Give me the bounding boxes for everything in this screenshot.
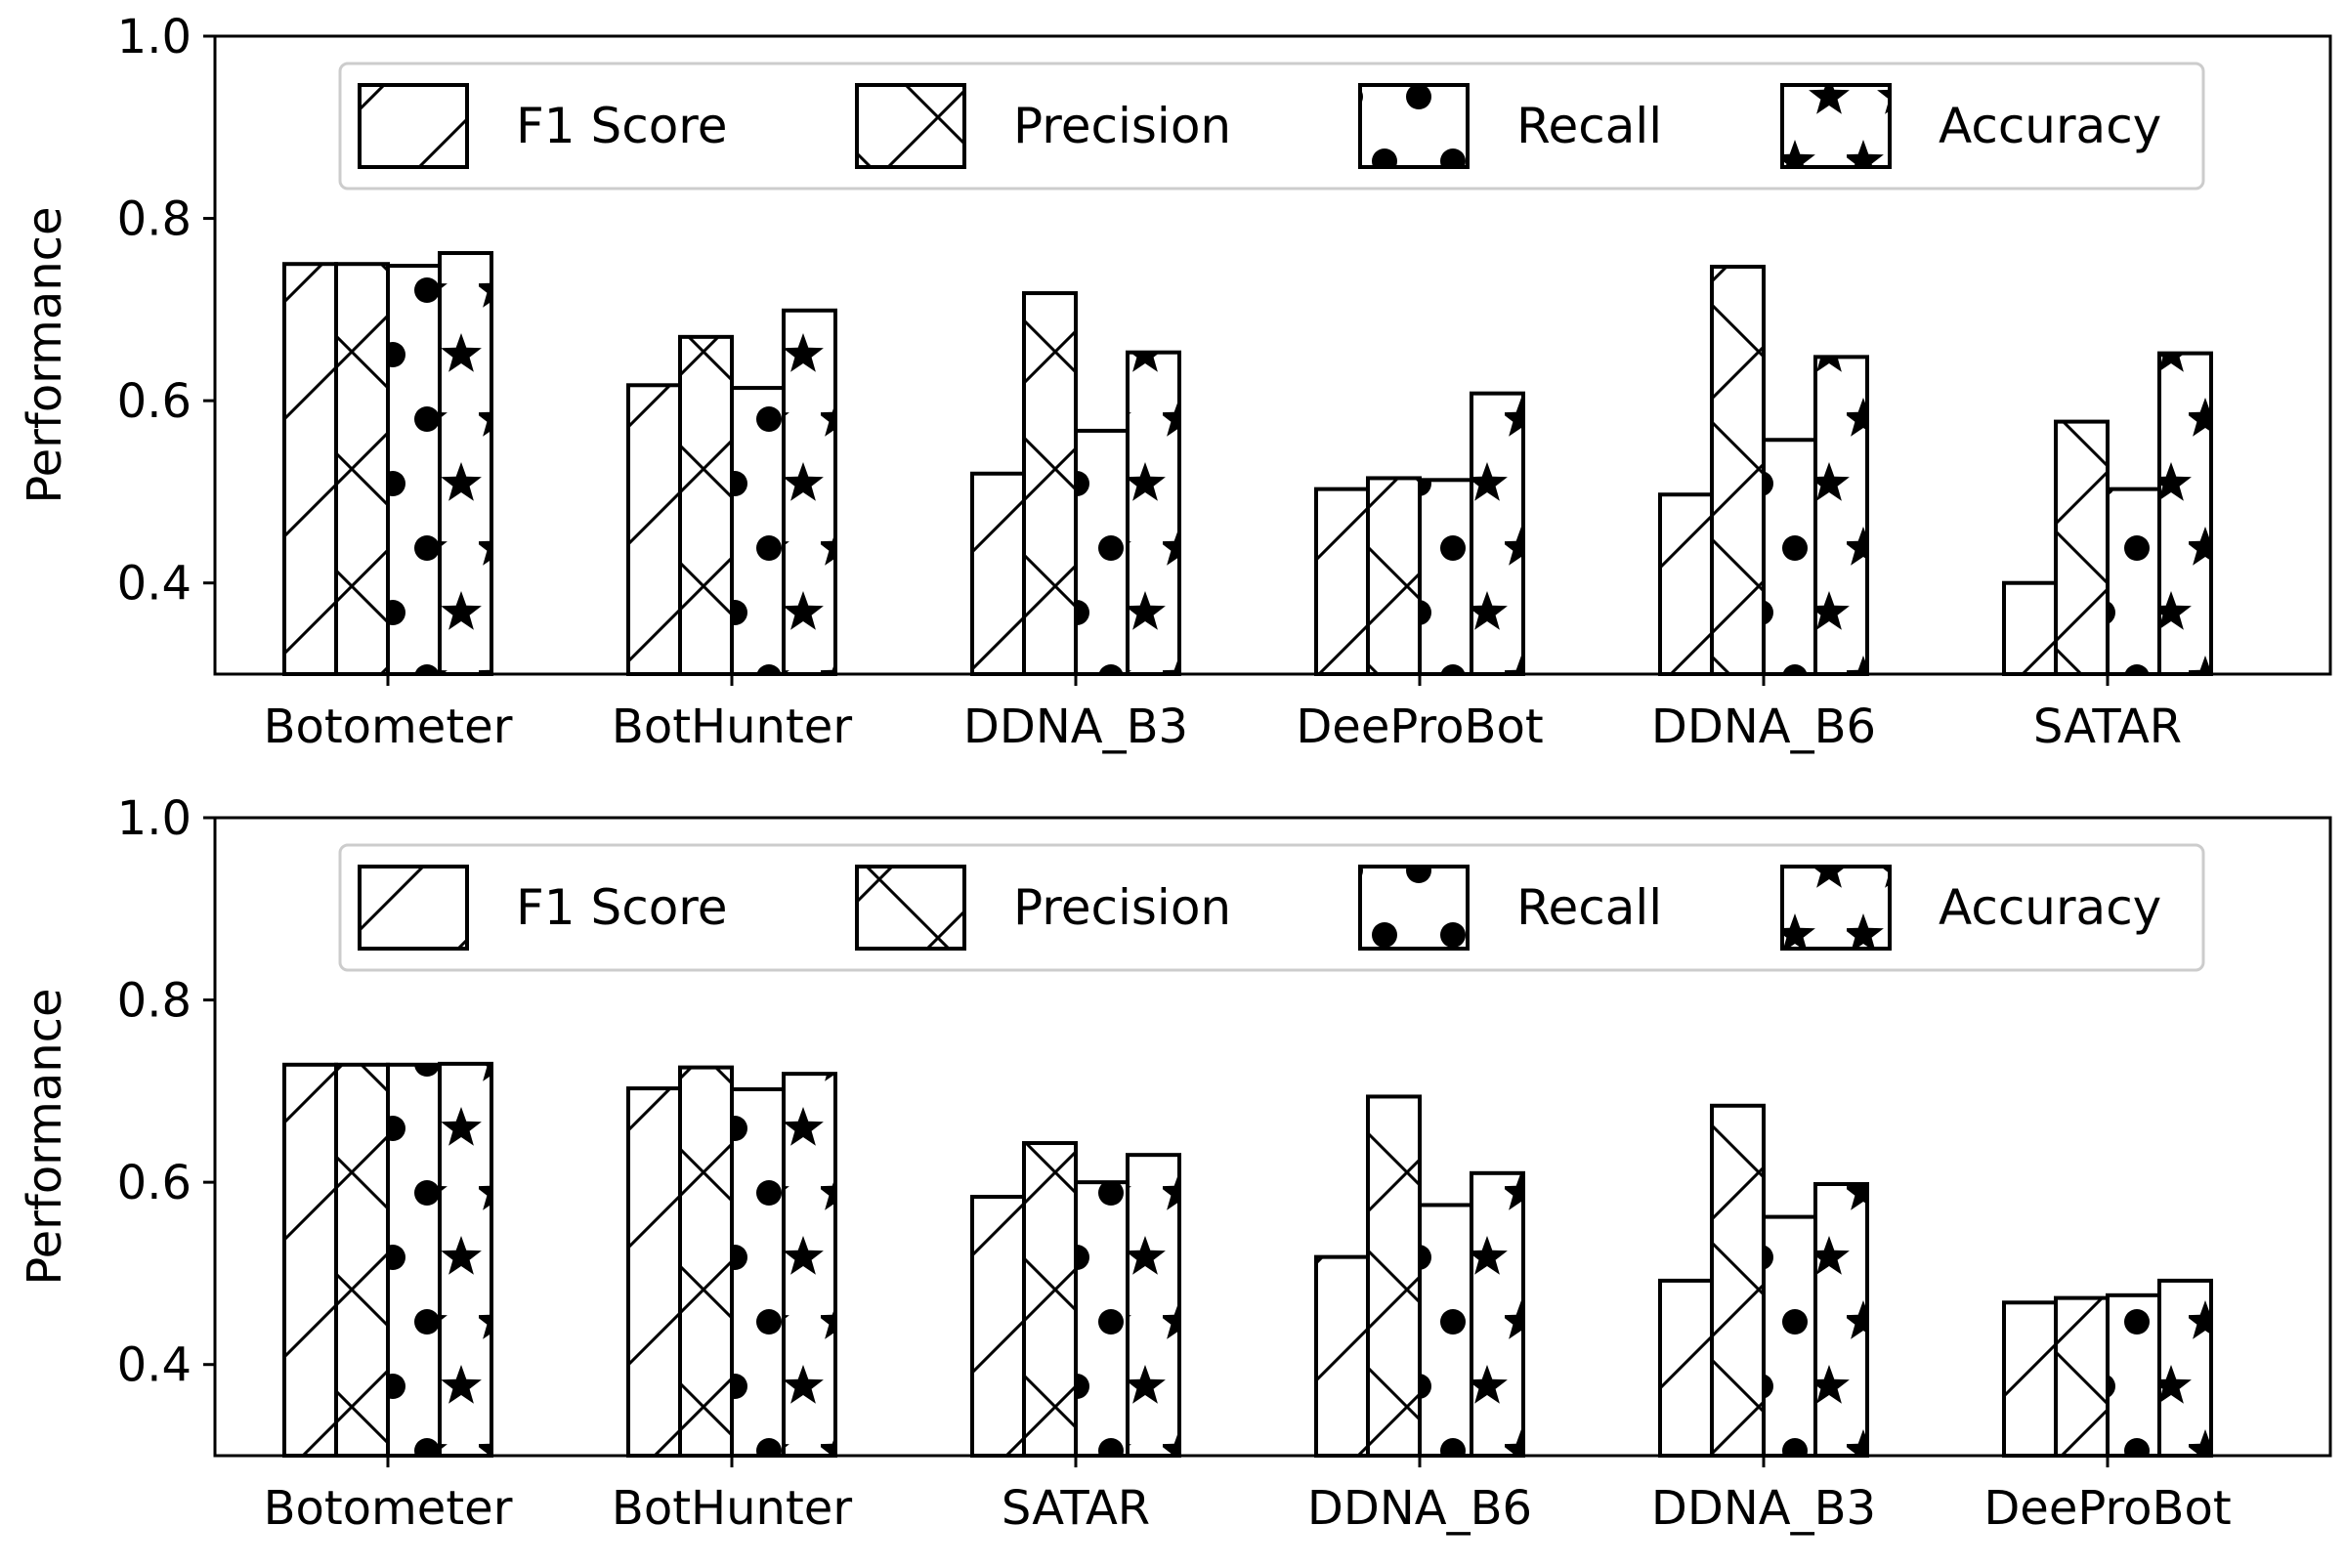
bar-hatch-recall-deeprobot: [2106, 1293, 2161, 1458]
legend-swatch-recall: [1358, 83, 1470, 169]
bar-hatch-recall-botometer: [386, 1062, 442, 1459]
bar-hatch-recall-ddna_b6: [1762, 438, 1817, 676]
bar-hatch-recall-ddna_b3: [1074, 428, 1130, 677]
bar-hatch-accuracy-botometer: [438, 1061, 493, 1459]
bar-hatch-precision-deeprobot: [2054, 1295, 2110, 1459]
y-tick-label: 1.0: [117, 10, 192, 64]
legend: F1 Score Precision Recall Accuracy: [338, 843, 2205, 972]
bar-hatch-precision-botometer: [334, 1062, 390, 1459]
bar-hatch-f1-score-botometer: [282, 1062, 338, 1459]
legend-swatch-f1-score: [358, 865, 469, 951]
bar-hatch-recall-ddna_b6: [1418, 1203, 1473, 1458]
x-tick-label: DDNA_B6: [1651, 699, 1876, 754]
bar-hatch-accuracy-ddna_b6: [1813, 355, 1869, 676]
legend-label: Recall: [1516, 879, 1662, 936]
bar-hatch-recall-deeprobot: [1418, 478, 1473, 676]
axes-frame: [213, 816, 2332, 1458]
x-tick-label: DDNA_B6: [1307, 1481, 1532, 1536]
legend-label: F1 Score: [516, 879, 728, 936]
legend-swatch-precision: [855, 865, 966, 951]
legend-swatch-accuracy: [1780, 865, 1892, 951]
bar-hatch-f1-score-bothunter: [626, 383, 682, 676]
bar-hatch-f1-score-bothunter: [626, 1086, 682, 1459]
legend: F1 Score Precision Recall Accuracy: [338, 62, 2205, 191]
bar-hatch-f1-score-satar: [2002, 580, 2058, 677]
bar-hatch-f1-score-ddna_b3: [1658, 1278, 1714, 1459]
bar-hatch-accuracy-deeprobot: [2157, 1278, 2213, 1459]
x-tick-label: BotHunter: [612, 1481, 852, 1536]
bar-hatch-precision-bothunter: [678, 334, 734, 676]
bar-hatch-accuracy-satar: [1126, 1153, 1181, 1458]
bar-hatch-precision-botometer: [334, 262, 390, 676]
y-axis-label: Performance: [18, 988, 72, 1285]
chart-panel-2: Botometer BotHunter SATAR DDNA_B6 DDNA_B3 Dee…: [18, 791, 2332, 1536]
bar-hatch-precision-ddna_b6: [1366, 1094, 1422, 1459]
bar-hatch-f1-score-ddna_b6: [1314, 1254, 1370, 1458]
x-tick-label: Botometer: [264, 1481, 513, 1536]
bar-hatch-recall-bothunter: [730, 386, 786, 676]
x-tick-label: Botometer: [264, 699, 513, 754]
bar-hatch-f1-score-ddna_b3: [970, 471, 1026, 676]
x-tick-label: DDNA_B3: [963, 699, 1188, 754]
legend-label: F1 Score: [516, 98, 728, 154]
legend-swatch-precision: [855, 83, 966, 169]
legend-label: Precision: [1013, 879, 1231, 936]
bar-hatch-accuracy-deeprobot: [1470, 391, 1525, 676]
x-tick-label: SATAR: [2033, 699, 2182, 754]
legend-label: Precision: [1013, 98, 1231, 154]
bar-hatch-accuracy-bothunter: [782, 1072, 837, 1458]
y-tick-label: 0.8: [117, 974, 192, 1029]
bar-hatch-accuracy-ddna_b3: [1813, 1182, 1869, 1458]
x-tick-label: DDNA_B3: [1651, 1481, 1876, 1536]
bar-hatch-recall-botometer: [386, 264, 442, 676]
bar-hatch-precision-deeprobot: [1366, 476, 1422, 676]
legend-box: [338, 62, 2205, 191]
y-tick-label: 0.4: [117, 557, 192, 612]
bar-hatch-accuracy-botometer: [438, 251, 493, 676]
bar-hatch-f1-score-satar: [970, 1195, 1026, 1459]
bar-hatch-recall-satar: [1074, 1180, 1130, 1458]
legend-swatch-f1-score: [358, 83, 469, 169]
bar-hatch-precision-bothunter: [678, 1065, 734, 1459]
legend-label: Accuracy: [1939, 879, 2161, 936]
chart-panel-1: Botometer BotHunter DDNA_B3 DeeProBot DDNA_B…: [18, 10, 2332, 754]
bar-hatch-recall-ddna_b3: [1762, 1214, 1817, 1458]
x-tick-label: DeeProBot: [1296, 699, 1543, 754]
legend-swatch-recall: [1358, 865, 1470, 951]
y-tick-label: 0.6: [117, 374, 192, 429]
y-tick-label: 0.4: [117, 1338, 192, 1393]
bar-hatch-accuracy-ddna_b6: [1470, 1170, 1525, 1459]
bar-hatch-precision-satar: [1022, 1141, 1078, 1459]
bar-hatch-f1-score-botometer: [282, 262, 338, 676]
legend-box: [338, 843, 2205, 972]
y-tick-label: 1.0: [117, 791, 192, 846]
bar-hatch-precision-ddna_b3: [1022, 291, 1078, 676]
x-tick-label: BotHunter: [612, 699, 852, 754]
x-tick-label: SATAR: [1002, 1481, 1150, 1536]
axes-frame: [213, 34, 2332, 676]
legend-label: Accuracy: [1939, 98, 2161, 154]
bar-hatch-precision-satar: [2054, 419, 2110, 676]
bar-hatch-recall-bothunter: [730, 1086, 786, 1459]
y-tick-label: 0.8: [117, 192, 192, 247]
bar-hatch-f1-score-ddna_b6: [1658, 492, 1714, 676]
bar-hatch-recall-satar: [2106, 487, 2161, 676]
bar-hatch-accuracy-ddna_b3: [1126, 350, 1181, 676]
x-tick-label: DeeProBot: [1983, 1481, 2231, 1536]
bar-hatch-accuracy-satar: [2157, 351, 2213, 676]
bar-hatch-f1-score-deeprobot: [2002, 1300, 2058, 1459]
bar-hatch-precision-ddna_b3: [1710, 1103, 1766, 1458]
bar-hatch-f1-score-deeprobot: [1314, 487, 1370, 676]
bar-hatch-accuracy-bothunter: [782, 308, 837, 676]
legend-swatch-accuracy: [1780, 83, 1892, 169]
bar-hatch-precision-ddna_b6: [1710, 265, 1766, 676]
y-axis-label: Performance: [18, 206, 72, 503]
legend-label: Recall: [1516, 98, 1662, 154]
y-tick-label: 0.6: [117, 1156, 192, 1210]
